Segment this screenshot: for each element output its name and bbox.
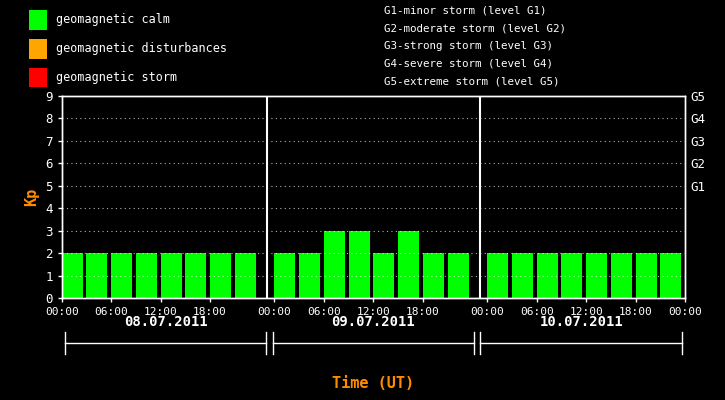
- Bar: [398, 231, 419, 298]
- Text: 09.07.2011: 09.07.2011: [331, 314, 415, 328]
- Bar: [660, 253, 682, 298]
- Y-axis label: Kp: Kp: [25, 188, 40, 206]
- Bar: [186, 253, 207, 298]
- Bar: [86, 253, 107, 298]
- Bar: [561, 253, 582, 298]
- Text: 08.07.2011: 08.07.2011: [124, 314, 207, 328]
- Text: G3-strong storm (level G3): G3-strong storm (level G3): [384, 41, 553, 51]
- Bar: [636, 253, 657, 298]
- Bar: [29, 39, 47, 58]
- Bar: [62, 253, 83, 298]
- Text: Time (UT): Time (UT): [332, 376, 415, 391]
- Bar: [512, 253, 533, 298]
- Bar: [349, 231, 370, 298]
- Text: G1-minor storm (level G1): G1-minor storm (level G1): [384, 6, 547, 16]
- Bar: [299, 253, 320, 298]
- Bar: [487, 253, 508, 298]
- Bar: [210, 253, 231, 298]
- Bar: [611, 253, 632, 298]
- Bar: [235, 253, 256, 298]
- Text: 10.07.2011: 10.07.2011: [539, 314, 623, 328]
- Bar: [324, 231, 345, 298]
- Bar: [586, 253, 607, 298]
- Text: geomagnetic storm: geomagnetic storm: [56, 71, 177, 84]
- Text: G5-extreme storm (level G5): G5-extreme storm (level G5): [384, 76, 560, 86]
- Bar: [447, 253, 468, 298]
- Bar: [111, 253, 132, 298]
- Text: G4-severe storm (level G4): G4-severe storm (level G4): [384, 58, 553, 68]
- Text: G2-moderate storm (level G2): G2-moderate storm (level G2): [384, 23, 566, 33]
- Text: geomagnetic calm: geomagnetic calm: [56, 13, 170, 26]
- Bar: [423, 253, 444, 298]
- Bar: [136, 253, 157, 298]
- Bar: [29, 68, 47, 87]
- Bar: [373, 253, 394, 298]
- Bar: [161, 253, 182, 298]
- Bar: [29, 10, 47, 30]
- Bar: [536, 253, 558, 298]
- Bar: [274, 253, 296, 298]
- Text: geomagnetic disturbances: geomagnetic disturbances: [56, 42, 227, 55]
